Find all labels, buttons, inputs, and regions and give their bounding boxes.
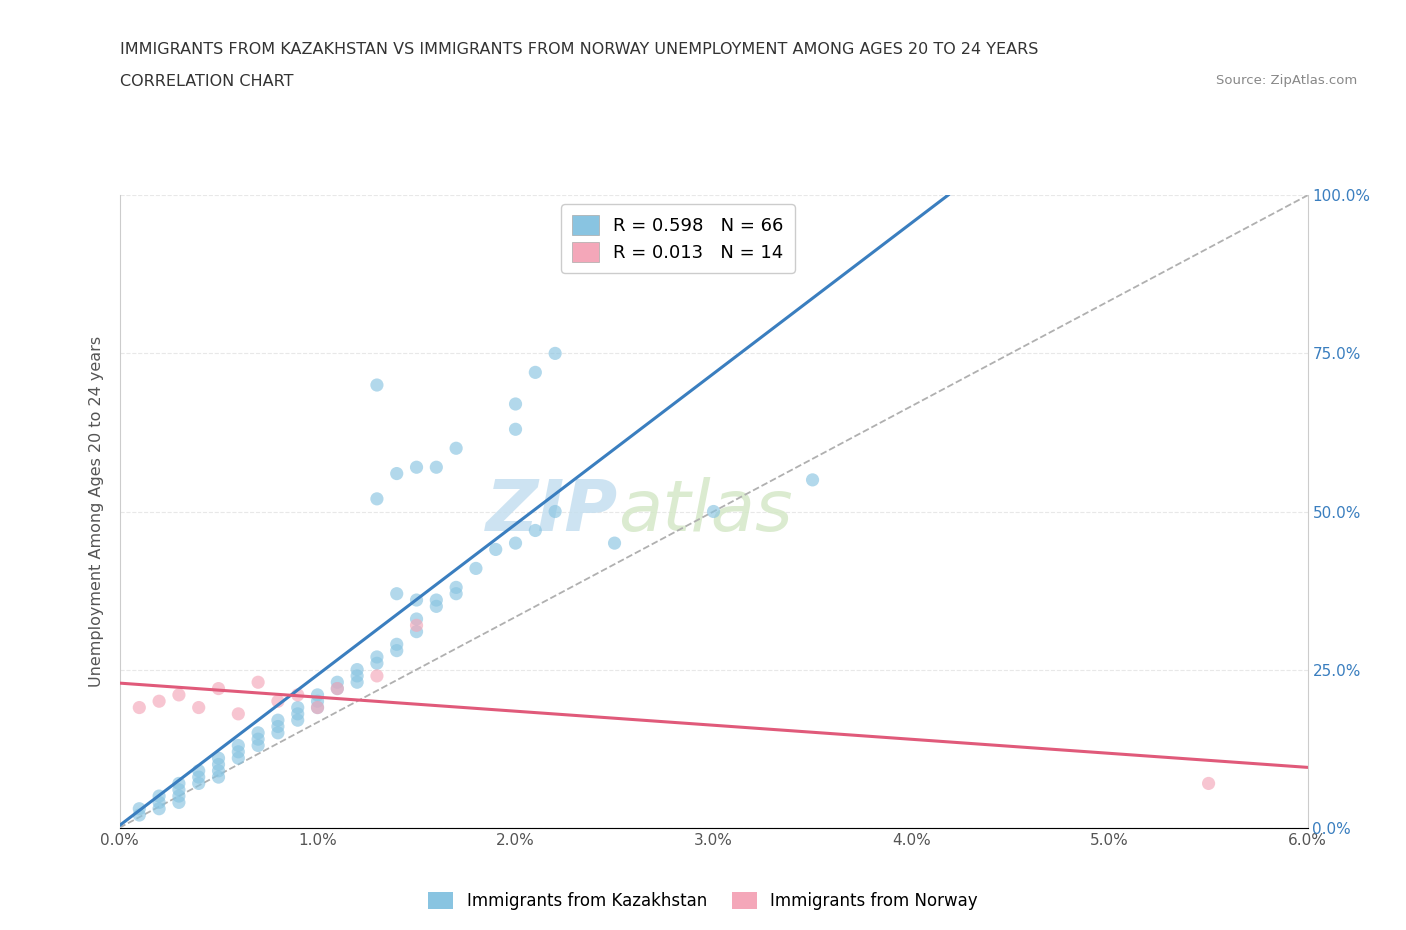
Point (287, 707, 309, 722)
Point (346, 662, 368, 677)
Point (287, 687, 309, 702)
Point (207, 764, 229, 778)
Point (148, 795, 170, 810)
Text: CORRELATION CHART: CORRELATION CHART (120, 74, 292, 89)
Point (444, 586, 467, 601)
Point (505, 536, 527, 551)
Point (267, 712, 290, 727)
Point (405, 592, 427, 607)
Point (366, 669, 388, 684)
Point (228, 751, 250, 765)
Text: IMMIGRANTS FROM KAZAKHSTAN VS IMMIGRANTS FROM NORWAY UNEMPLOYMENT AMONG AGES 20 : IMMIGRANTS FROM KAZAKHSTAN VS IMMIGRANTS… (120, 42, 1038, 57)
Point (505, 396, 527, 411)
Point (366, 378, 388, 392)
Point (385, 637, 408, 652)
Point (247, 732, 270, 747)
Point (167, 782, 190, 797)
Point (385, 644, 408, 658)
Point (267, 725, 290, 740)
Point (287, 712, 309, 727)
Point (228, 738, 250, 753)
Point (603, 536, 626, 551)
Point (148, 802, 170, 817)
Point (425, 592, 447, 607)
Point (544, 504, 567, 519)
Point (346, 669, 368, 684)
Point (425, 599, 447, 614)
Point (405, 459, 427, 474)
Point (405, 624, 427, 639)
Point (267, 719, 290, 734)
Point (366, 649, 388, 664)
Point (444, 580, 467, 595)
Legend: Immigrants from Kazakhstan, Immigrants from Norway: Immigrants from Kazakhstan, Immigrants f… (422, 885, 984, 917)
Point (405, 612, 427, 627)
Point (167, 795, 190, 810)
Point (247, 725, 270, 740)
Point (524, 365, 547, 379)
Point (1198, 776, 1220, 790)
Point (228, 744, 250, 759)
Point (425, 459, 447, 474)
Text: Source: ZipAtlas.com: Source: ZipAtlas.com (1216, 74, 1357, 87)
Text: ZIP: ZIP (486, 477, 619, 546)
Point (167, 789, 190, 804)
Point (544, 346, 567, 361)
Point (247, 675, 270, 690)
Point (207, 681, 229, 696)
Point (187, 770, 209, 785)
Point (207, 751, 229, 765)
Point (187, 776, 209, 790)
Point (167, 776, 190, 790)
Point (485, 542, 508, 557)
Point (524, 523, 547, 538)
Point (307, 700, 329, 715)
Legend: R = 0.598   N = 66, R = 0.013   N = 14: R = 0.598 N = 66, R = 0.013 N = 14 (561, 205, 794, 273)
Point (346, 675, 368, 690)
Point (326, 681, 349, 696)
Point (385, 466, 408, 481)
Point (326, 675, 349, 690)
Point (187, 700, 209, 715)
Y-axis label: Unemployment Among Ages 20 to 24 years: Unemployment Among Ages 20 to 24 years (89, 336, 104, 687)
Point (267, 694, 290, 709)
Point (505, 422, 527, 437)
Point (444, 441, 467, 456)
Text: atlas: atlas (619, 477, 793, 546)
Point (187, 764, 209, 778)
Point (148, 789, 170, 804)
Point (405, 618, 427, 632)
Point (307, 694, 329, 709)
Point (307, 700, 329, 715)
Point (207, 757, 229, 772)
Point (128, 802, 150, 817)
Point (247, 738, 270, 753)
Point (148, 694, 170, 709)
Point (326, 681, 349, 696)
Point (287, 700, 309, 715)
Point (207, 770, 229, 785)
Point (128, 807, 150, 822)
Point (702, 504, 725, 519)
Point (366, 656, 388, 671)
Point (307, 687, 329, 702)
Point (167, 687, 190, 702)
Point (801, 472, 824, 487)
Point (366, 491, 388, 506)
Point (385, 586, 408, 601)
Point (228, 707, 250, 722)
Point (128, 700, 150, 715)
Point (464, 561, 488, 576)
